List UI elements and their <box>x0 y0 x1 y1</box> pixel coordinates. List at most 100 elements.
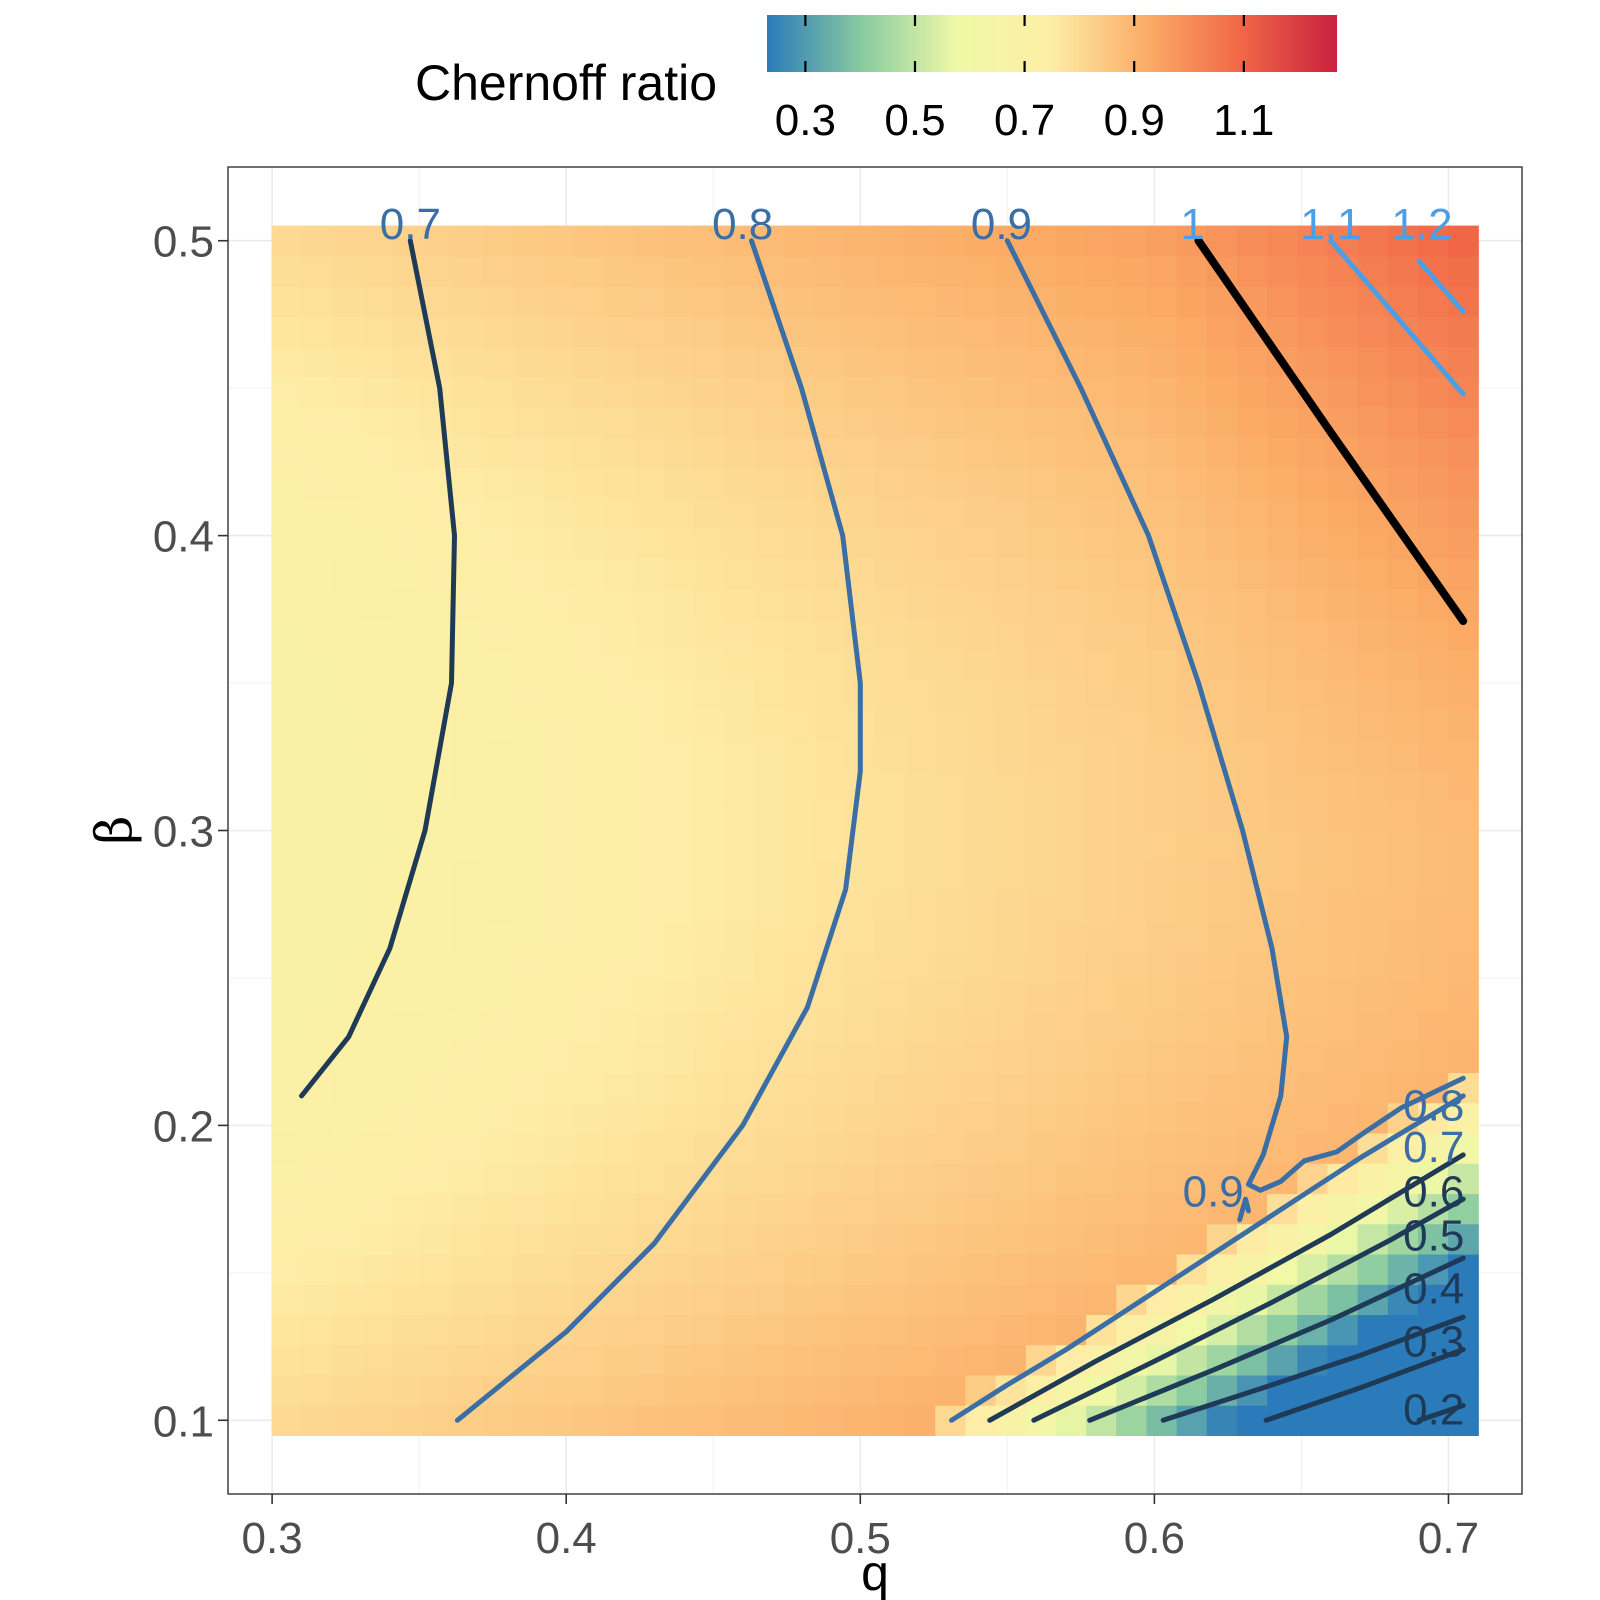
heatmap-tile <box>362 1374 393 1406</box>
heatmap-tile <box>844 407 876 438</box>
heatmap-tile <box>1297 316 1329 348</box>
heatmap-tile <box>1176 316 1208 348</box>
heatmap-tile <box>392 1011 424 1043</box>
heatmap-tile <box>663 770 695 801</box>
contour-line <box>987 1152 1466 1423</box>
heatmap-tile <box>332 225 363 257</box>
heatmap-tile <box>875 346 906 378</box>
heatmap-tile <box>844 921 876 953</box>
heatmap-tile <box>663 1253 695 1285</box>
heatmap-tile <box>513 1163 544 1195</box>
heatmap-tile <box>754 770 786 801</box>
contour-label: 0.2 <box>1403 1385 1464 1434</box>
heatmap-tile <box>422 1193 454 1225</box>
heatmap-tile <box>754 588 786 620</box>
heatmap-tile <box>362 1344 393 1376</box>
heatmap-tile <box>1025 528 1057 559</box>
heatmap-tile <box>1327 255 1359 287</box>
heatmap-tile <box>301 558 333 590</box>
heatmap-tile <box>995 830 1027 862</box>
heatmap-tile <box>1267 739 1298 771</box>
heatmap-tile <box>1357 1011 1389 1043</box>
heatmap-tile <box>362 316 393 348</box>
heatmap-tile <box>482 437 514 469</box>
heatmap-tile <box>543 951 574 983</box>
heatmap-tile <box>905 376 936 408</box>
heatmap-tile <box>1297 588 1329 620</box>
heatmap-tile <box>513 528 544 559</box>
heatmap-tile <box>633 890 665 922</box>
y-axis-title: β <box>85 816 143 845</box>
heatmap-tile <box>1357 225 1389 257</box>
heatmap-tile <box>332 1314 363 1346</box>
heatmap-tile <box>905 1163 936 1195</box>
heatmap-tile <box>603 1132 635 1164</box>
heatmap-tile <box>1025 981 1057 1013</box>
heatmap-tile <box>271 1314 303 1346</box>
heatmap-tile <box>513 709 544 741</box>
heatmap-tile <box>1357 316 1389 348</box>
heatmap-tile <box>573 467 605 499</box>
heatmap-tile <box>332 316 363 348</box>
heatmap-tile <box>995 588 1027 620</box>
heatmap-tile <box>301 618 333 650</box>
heatmap-tile <box>1327 921 1359 953</box>
heatmap-tile <box>1448 528 1479 559</box>
heatmap-tile <box>301 346 333 378</box>
heatmap-tile <box>301 1374 333 1406</box>
heatmap-tile <box>663 679 695 711</box>
heatmap-tile <box>875 709 906 741</box>
heatmap-tile <box>875 528 906 559</box>
heatmap-tile <box>965 1042 997 1074</box>
heatmap-tile <box>784 649 816 680</box>
heatmap-tile <box>1025 1132 1057 1164</box>
heatmap-tile <box>1146 1223 1178 1255</box>
heatmap-tile <box>663 497 695 529</box>
heatmap-tile <box>452 951 484 983</box>
heatmap-tile <box>332 286 363 317</box>
heatmap-tile <box>724 709 755 741</box>
heatmap-tile <box>1086 1223 1117 1255</box>
heatmap-tile <box>513 1223 544 1255</box>
heatmap-tile <box>573 890 605 922</box>
heatmap-tile <box>513 981 544 1013</box>
heatmap-tile <box>1236 981 1268 1013</box>
heatmap-tile <box>452 679 484 711</box>
heatmap-tile <box>1025 1314 1057 1346</box>
heatmap-tile <box>694 618 725 650</box>
heatmap-tile <box>422 528 454 559</box>
heatmap-tile <box>301 1253 333 1285</box>
heatmap-tile <box>1267 437 1298 469</box>
heatmap-tile <box>1055 1223 1087 1255</box>
heatmap-tile <box>694 1042 725 1074</box>
heatmap-tile <box>1387 981 1419 1013</box>
heatmap-tile <box>663 830 695 862</box>
heatmap-tile <box>1236 618 1268 650</box>
heatmap-tile <box>663 1374 695 1406</box>
heatmap-tile <box>392 497 424 529</box>
heatmap-tile <box>633 1193 665 1225</box>
heatmap-tile <box>513 286 544 317</box>
heatmap-tile <box>694 800 725 832</box>
heatmap-tile <box>1176 1223 1208 1255</box>
heatmap-tile <box>1327 679 1359 711</box>
heatmap-tile <box>724 497 755 529</box>
heatmap-tile <box>1146 679 1178 711</box>
heatmap-tile <box>905 316 936 348</box>
heatmap-tile <box>784 316 816 348</box>
heatmap-tile <box>301 1132 333 1164</box>
heatmap-tile <box>784 1042 816 1074</box>
heatmap-tile <box>301 1284 333 1316</box>
heatmap-tile <box>543 1374 574 1406</box>
heatmap-tile <box>1086 951 1117 983</box>
heatmap-tile <box>754 1253 786 1285</box>
contour-line <box>1416 1403 1466 1423</box>
heatmap-tile <box>1146 437 1178 469</box>
heatmap-tile <box>694 407 725 438</box>
heatmap-tile <box>1146 1011 1178 1043</box>
heatmap-tile <box>1176 346 1208 378</box>
heatmap-tile <box>694 1223 725 1255</box>
legend-tick-label: 1.1 <box>1213 96 1274 145</box>
heatmap-tile <box>935 1344 967 1376</box>
